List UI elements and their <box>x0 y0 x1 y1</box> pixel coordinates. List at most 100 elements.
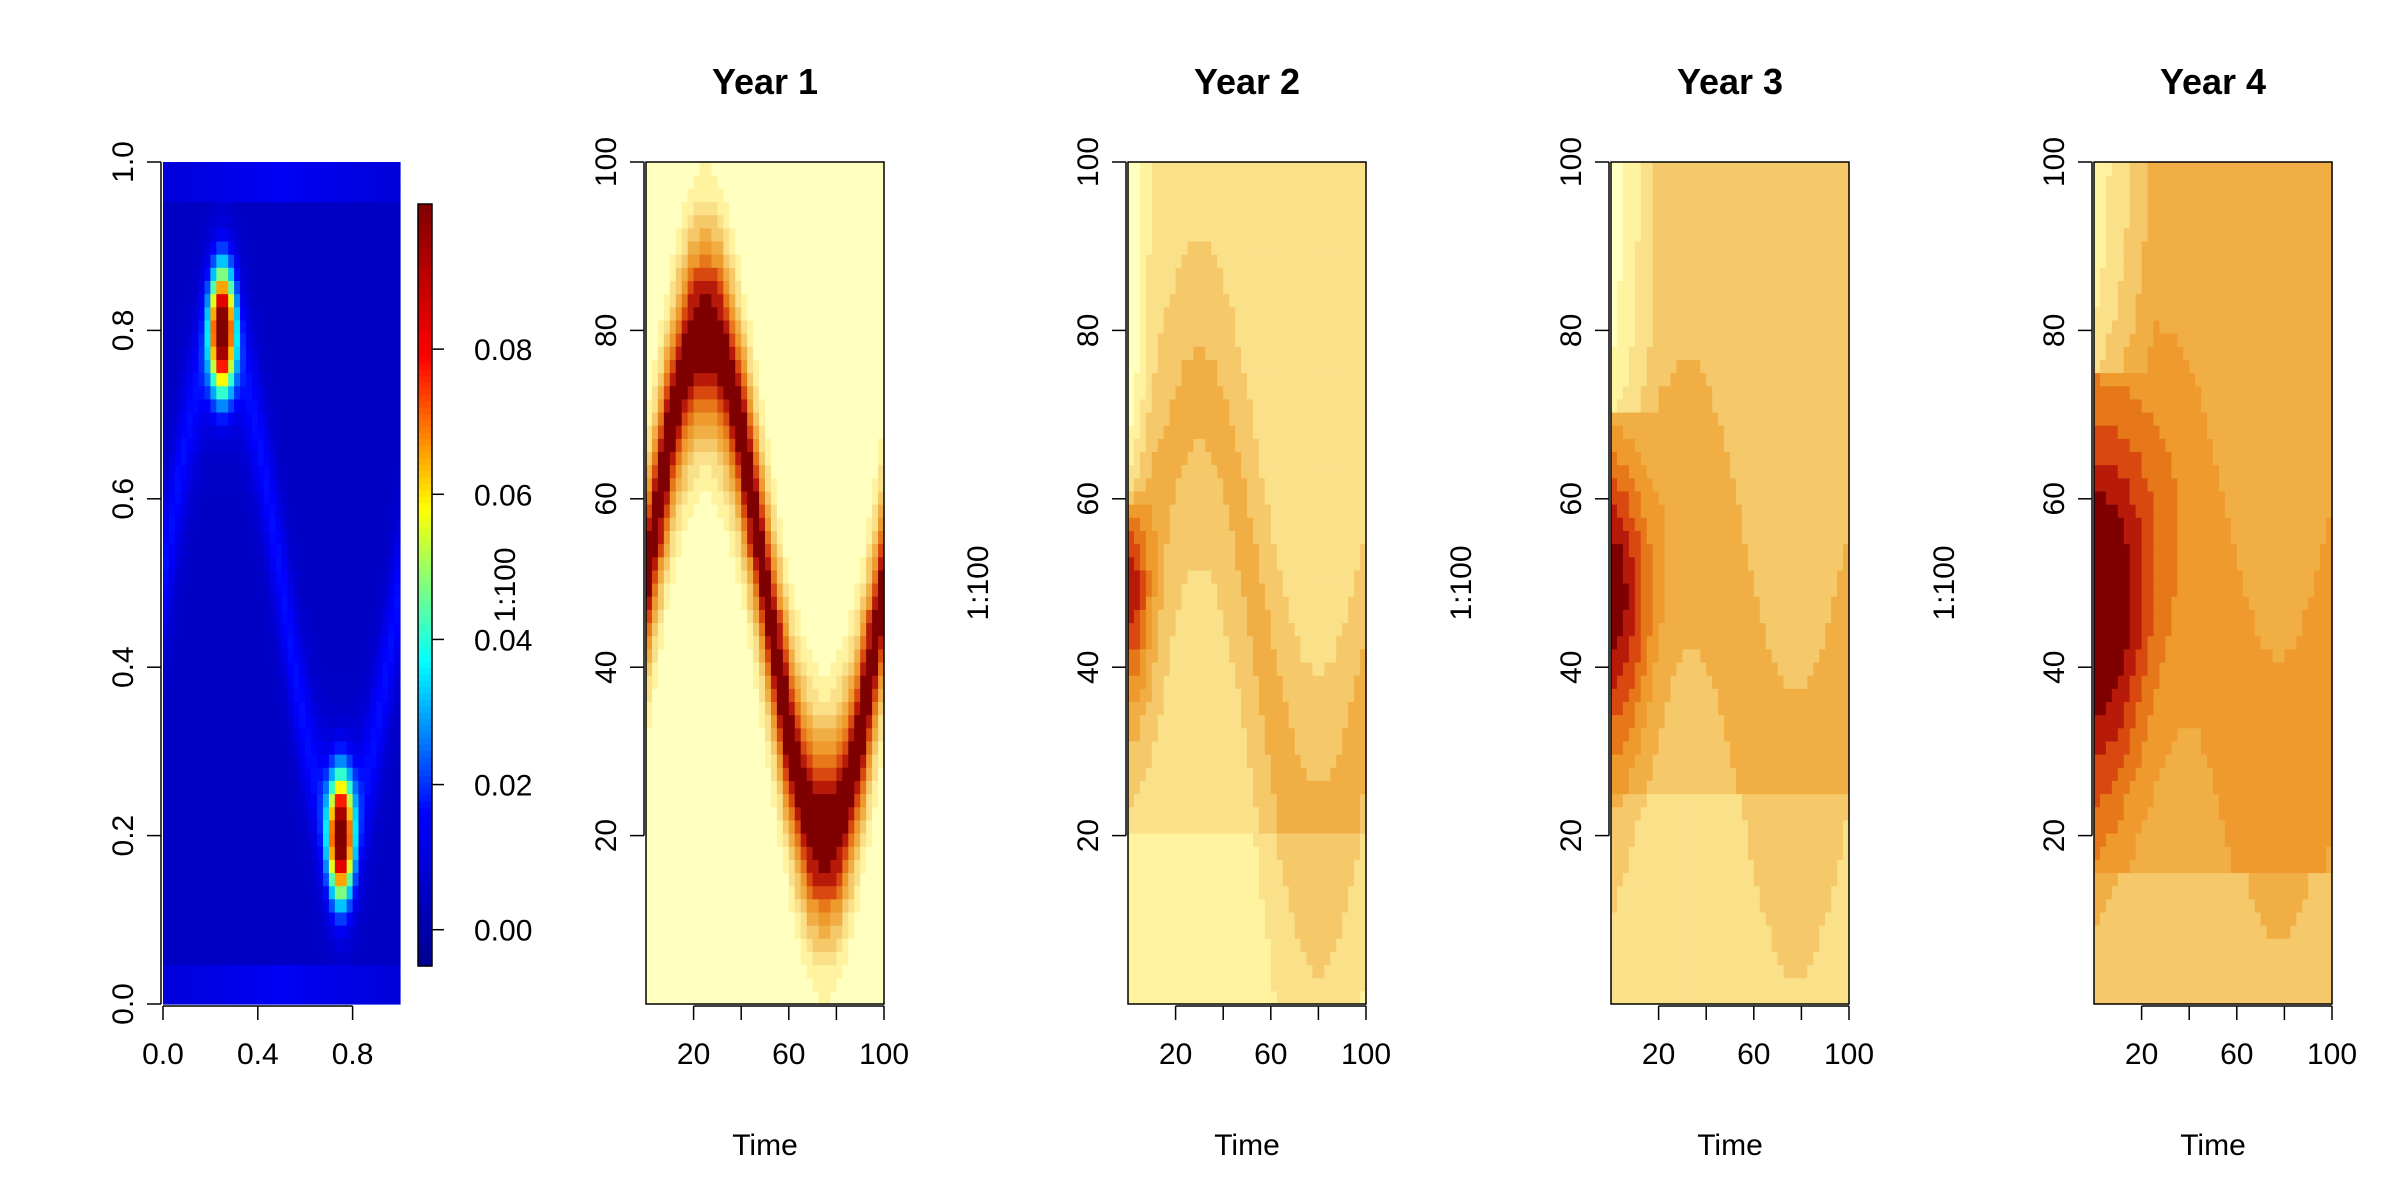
heatmap-cell <box>311 293 318 308</box>
heatmap-cell <box>269 819 277 834</box>
heatmap-cell <box>334 754 342 768</box>
heatmap-cell <box>198 398 206 413</box>
heatmap-cell <box>228 556 235 571</box>
heatmap-cell <box>759 517 766 531</box>
heatmap-cell <box>842 806 849 821</box>
heatmap-cell <box>334 951 342 966</box>
heatmap-cell <box>765 872 772 887</box>
heatmap-cell <box>723 438 730 453</box>
heatmap-cell <box>358 214 366 229</box>
heatmap-cell <box>782 990 790 1005</box>
heatmap-cell <box>216 543 223 558</box>
heatmap-cell <box>346 911 354 926</box>
colorbar-swatch <box>418 743 432 751</box>
heatmap-cell <box>311 754 318 768</box>
heatmap-cell <box>228 832 235 847</box>
heatmap-cell <box>842 464 849 479</box>
heatmap-cell <box>699 346 707 360</box>
heatmap-cell <box>836 227 843 242</box>
heatmap-cell <box>287 201 294 216</box>
heatmap-cell <box>824 885 832 900</box>
heatmap-cell <box>776 767 784 781</box>
heatmap-cell <box>287 398 294 413</box>
heatmap-cell <box>651 477 659 492</box>
heatmap-cell <box>180 648 188 663</box>
heatmap-cell <box>741 832 748 847</box>
heatmap-cell <box>346 635 354 650</box>
heatmap-cell <box>681 398 689 413</box>
heatmap-cell <box>794 609 802 624</box>
heatmap-cell <box>346 951 354 966</box>
heatmap-cell <box>251 306 259 321</box>
heatmap-cell <box>753 885 760 900</box>
heatmap-cell <box>854 859 861 874</box>
heatmap-cell <box>770 398 778 413</box>
heatmap-cell <box>824 977 832 992</box>
heatmap-cell <box>216 398 223 413</box>
heatmap-cell <box>735 451 742 466</box>
heatmap-cell <box>192 293 200 308</box>
heatmap-cell <box>770 280 778 295</box>
heatmap-cell <box>854 740 861 755</box>
heatmap-cell <box>770 451 778 466</box>
heatmap-cell <box>305 688 312 703</box>
heatmap-cell <box>210 872 217 887</box>
heatmap-cell <box>770 346 778 360</box>
heatmap-cell <box>293 411 300 426</box>
heatmap-cell <box>687 254 695 268</box>
heatmap-cell <box>788 517 796 531</box>
heatmap-cell <box>782 162 790 176</box>
heatmap-cell <box>269 372 277 387</box>
heatmap-cell <box>198 490 206 505</box>
heatmap-cell <box>234 162 241 176</box>
heatmap-cell <box>394 951 401 966</box>
heatmap-cell <box>299 333 306 347</box>
heatmap-cell <box>287 162 294 176</box>
heatmap-cell <box>210 451 217 466</box>
heatmap-cell <box>806 425 814 439</box>
heatmap-cell <box>711 530 718 545</box>
heatmap-cell <box>669 385 677 400</box>
heatmap-cell <box>759 490 766 505</box>
heatmap-cell <box>293 925 300 939</box>
heatmap-cell <box>334 398 342 413</box>
heatmap-cell <box>699 162 707 176</box>
heatmap-cell <box>687 609 695 624</box>
heatmap-cell <box>830 451 837 466</box>
heatmap-cell <box>382 925 389 939</box>
heatmap-cell <box>651 162 659 176</box>
heatmap-cell <box>299 675 306 689</box>
heatmap-cell <box>192 227 200 242</box>
heatmap-cell <box>663 517 671 531</box>
heatmap-cell <box>346 806 354 821</box>
heatmap-cell <box>699 280 707 295</box>
heatmap-cell <box>240 675 247 689</box>
heatmap-cell <box>753 306 760 321</box>
heatmap-cell <box>168 898 176 913</box>
heatmap-cell <box>257 898 265 913</box>
heatmap-cell <box>717 240 724 255</box>
heatmap-cell <box>812 477 820 492</box>
heatmap-cell <box>735 346 742 360</box>
heatmap-cell <box>216 635 223 650</box>
heatmap-cell <box>340 688 348 703</box>
heatmap-cell <box>370 556 377 571</box>
heatmap-cell <box>699 227 707 242</box>
heatmap-cell <box>794 859 802 874</box>
heatmap-cell <box>222 872 229 887</box>
heatmap-cell <box>287 280 294 295</box>
heatmap-cell <box>245 609 253 624</box>
heatmap-cell <box>275 372 283 387</box>
heatmap-cell <box>216 372 223 387</box>
heatmap-cell <box>210 346 217 360</box>
heatmap-cell <box>705 333 713 347</box>
heatmap-cell <box>251 214 259 229</box>
heatmap-cell <box>651 333 659 347</box>
heatmap-cell <box>263 675 271 689</box>
heatmap-cell <box>753 911 760 926</box>
heatmap-cell <box>222 359 229 374</box>
heatmap-cell <box>204 227 211 242</box>
colorbar-swatch <box>418 578 432 586</box>
heatmap-cell <box>711 911 718 926</box>
heatmap-cell <box>168 714 176 729</box>
